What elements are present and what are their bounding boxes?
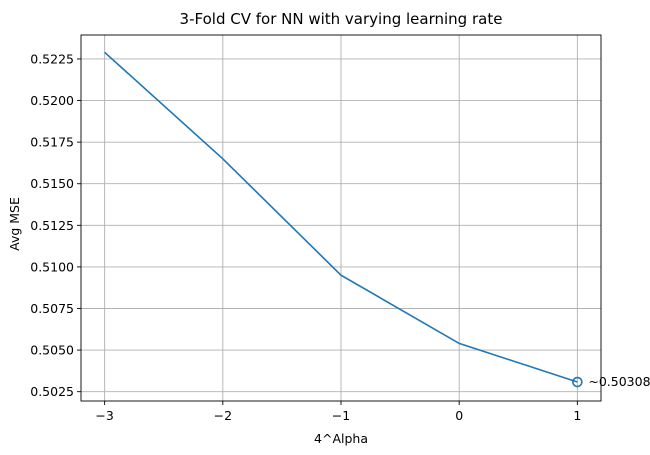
- chart-title: 3-Fold CV for NN with varying learning r…: [180, 10, 503, 28]
- y-tick-label: 0.5025: [30, 384, 74, 399]
- y-tick-label: 0.5100: [30, 259, 74, 274]
- x-axis-label: 4^Alpha: [314, 431, 368, 446]
- series-line: [104, 51, 578, 383]
- x-ticks: −3 −2 −1 0 1: [95, 401, 581, 423]
- y-tick-label: 0.5050: [30, 343, 74, 358]
- x-tick-label: 0: [455, 408, 463, 423]
- highlight-marker: [572, 376, 583, 388]
- y-tick-label: 0.5225: [30, 51, 74, 66]
- x-tick-label: −3: [95, 408, 113, 423]
- y-axis-label: Avg MSE: [7, 197, 22, 251]
- x-tick-label: 1: [573, 408, 581, 423]
- grid: [81, 35, 601, 401]
- y-tick-label: 0.5125: [30, 218, 74, 233]
- y-tick-label: 0.5075: [30, 301, 74, 316]
- y-tick-label: 0.5175: [30, 135, 74, 150]
- y-ticks: 0.5025 0.5050 0.5075 0.5100 0.5125 0.5150 0.51…: [30, 51, 81, 399]
- y-tick-label: 0.5150: [30, 176, 74, 191]
- x-tick-label: −1: [332, 408, 350, 423]
- highlight-label: ~0.50308: [588, 374, 650, 389]
- y-tick-label: 0.5200: [30, 93, 74, 108]
- x-tick-label: −2: [214, 408, 232, 423]
